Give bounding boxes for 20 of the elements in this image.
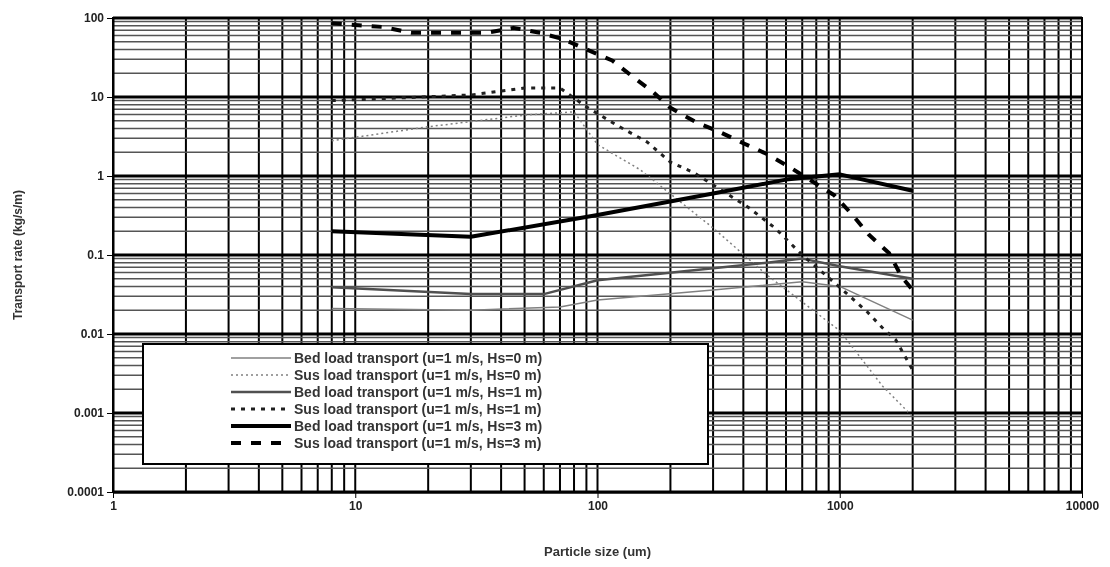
y-tick-label: 0.0001 xyxy=(67,485,105,500)
x-tick-label: 10 xyxy=(349,498,363,513)
x-tick-label: 1000 xyxy=(826,498,854,513)
y-tick-label: 100 xyxy=(83,11,105,26)
legend-label: Sus load transport (u=1 m/s, Hs=3 m) xyxy=(294,435,542,451)
x-tick-label: 1 xyxy=(110,498,118,513)
legend-label: Bed load transport (u=1 m/s, Hs=1 m) xyxy=(294,384,543,400)
y-tick-label: 0.001 xyxy=(73,406,105,421)
y-tick-label: 0.1 xyxy=(87,248,105,263)
legend-label: Sus load transport (u=1 m/s, Hs=1 m) xyxy=(294,401,542,417)
y-tick-label: 1 xyxy=(97,169,105,184)
y-axis-title: Transport rate (kg/s/m) xyxy=(11,189,25,321)
legend-label: Sus load transport (u=1 m/s, Hs=0 m) xyxy=(294,367,542,383)
x-tick-label: 100 xyxy=(587,498,609,513)
x-tick-label: 10000 xyxy=(1065,498,1100,513)
legend-label: Bed load transport (u=1 m/s, Hs=3 m) xyxy=(294,418,543,434)
legend-label: Bed load transport (u=1 m/s, Hs=0 m) xyxy=(294,350,543,366)
y-tick-label: 10 xyxy=(90,90,105,105)
x-axis-title: Particle size (um) xyxy=(544,544,651,559)
y-tick-label: 0.01 xyxy=(80,327,105,342)
